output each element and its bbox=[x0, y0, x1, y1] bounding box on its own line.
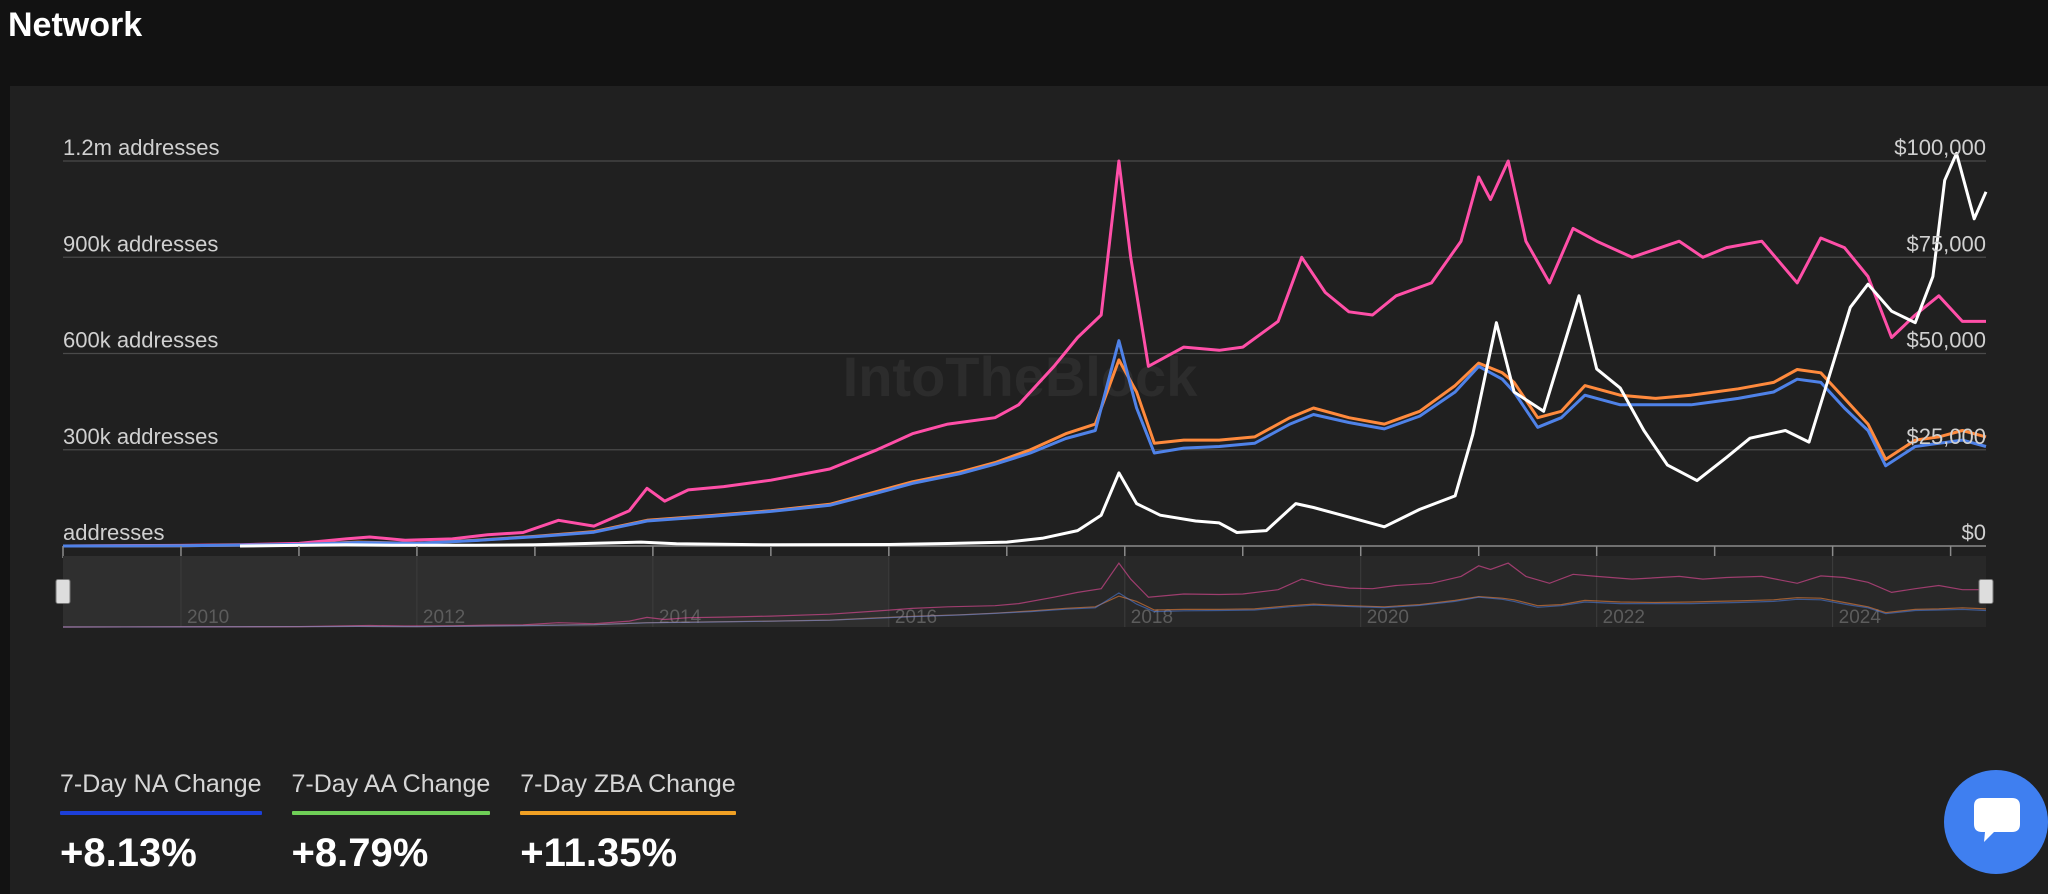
navigator-label: 2010 bbox=[187, 607, 229, 628]
stats-row: 7-Day NA Change +8.13% 7-Day AA Change +… bbox=[60, 770, 736, 876]
network-chart[interactable]: IntoTheBlock addresses $0 300k addresses $2… bbox=[10, 86, 2048, 646]
stat-label: 7-Day ZBA Change bbox=[520, 770, 736, 798]
y-left-tick-label: 1.2m addresses bbox=[63, 135, 220, 160]
navigator-series-2 bbox=[62, 592, 1987, 628]
navigator-left-handle[interactable] bbox=[55, 579, 71, 604]
chat-button[interactable] bbox=[1944, 770, 2048, 874]
series-line-3 bbox=[239, 151, 1988, 548]
y-left-tick-label: 900k addresses bbox=[63, 231, 218, 256]
y-right-tick-label: $50,000 bbox=[1906, 328, 1986, 353]
y-right-tick-label: $25,000 bbox=[1906, 424, 1986, 449]
stat-underline bbox=[520, 811, 736, 815]
stat-underline bbox=[291, 811, 491, 815]
navigator-label: 2018 bbox=[1131, 607, 1173, 628]
watermark-text: IntoTheBlock bbox=[843, 345, 1199, 408]
page-title: Network bbox=[8, 6, 143, 44]
navigator-label: 2022 bbox=[1603, 607, 1645, 628]
series-line-0 bbox=[62, 159, 1986, 548]
stat-zba: 7-Day ZBA Change +11.35% bbox=[520, 770, 736, 876]
stat-aa: 7-Day AA Change +8.79% bbox=[291, 770, 491, 876]
y-right-tick-label: $100,000 bbox=[1894, 135, 1986, 160]
stat-value: +11.35% bbox=[520, 831, 678, 875]
series-line-2 bbox=[62, 339, 1987, 548]
navigator-series-0 bbox=[62, 562, 1986, 628]
stat-value: +8.79% bbox=[291, 831, 429, 875]
stat-label: 7-Day AA Change bbox=[291, 770, 491, 798]
navigator-label: 2012 bbox=[423, 607, 465, 628]
y-left-tick-label: addresses bbox=[63, 520, 165, 545]
navigator-label: 2024 bbox=[1839, 607, 1882, 628]
navigator-right-handle[interactable] bbox=[1978, 579, 1994, 604]
y-right-tick-label: $75,000 bbox=[1906, 231, 1986, 256]
stat-label: 7-Day NA Change bbox=[60, 770, 262, 798]
stat-na: 7-Day NA Change +8.13% bbox=[60, 770, 262, 876]
stat-underline bbox=[60, 811, 262, 815]
navigator-label: 2020 bbox=[1367, 607, 1409, 628]
stat-value: +8.13% bbox=[60, 831, 197, 875]
navigator-shaded-region bbox=[63, 556, 889, 627]
y-left-tick-label: 600k addresses bbox=[63, 328, 218, 353]
y-left-tick-label: 300k addresses bbox=[63, 424, 218, 449]
chat-bubble-icon bbox=[1974, 798, 2020, 842]
navigator-label: 2016 bbox=[895, 607, 937, 628]
y-right-tick-label: $0 bbox=[1962, 520, 1986, 545]
network-panel: IntoTheBlock addresses $0 300k addresses $2… bbox=[10, 86, 2048, 894]
